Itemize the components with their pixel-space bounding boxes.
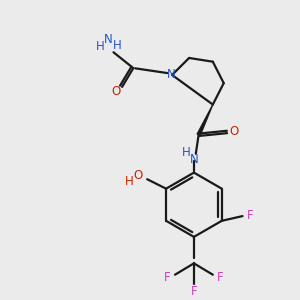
Text: N: N: [103, 34, 112, 46]
Text: O: O: [229, 124, 238, 137]
Text: H: H: [96, 40, 105, 53]
Text: F: F: [247, 208, 253, 222]
Text: F: F: [217, 271, 224, 284]
Text: O: O: [112, 85, 121, 98]
Text: H: H: [182, 146, 191, 159]
Text: O: O: [133, 169, 142, 182]
Text: F: F: [164, 271, 171, 284]
Text: N: N: [190, 153, 198, 166]
Text: H: H: [113, 39, 122, 52]
Polygon shape: [197, 104, 213, 136]
Text: H: H: [125, 175, 134, 188]
Text: N: N: [167, 68, 176, 81]
Text: F: F: [190, 285, 197, 298]
